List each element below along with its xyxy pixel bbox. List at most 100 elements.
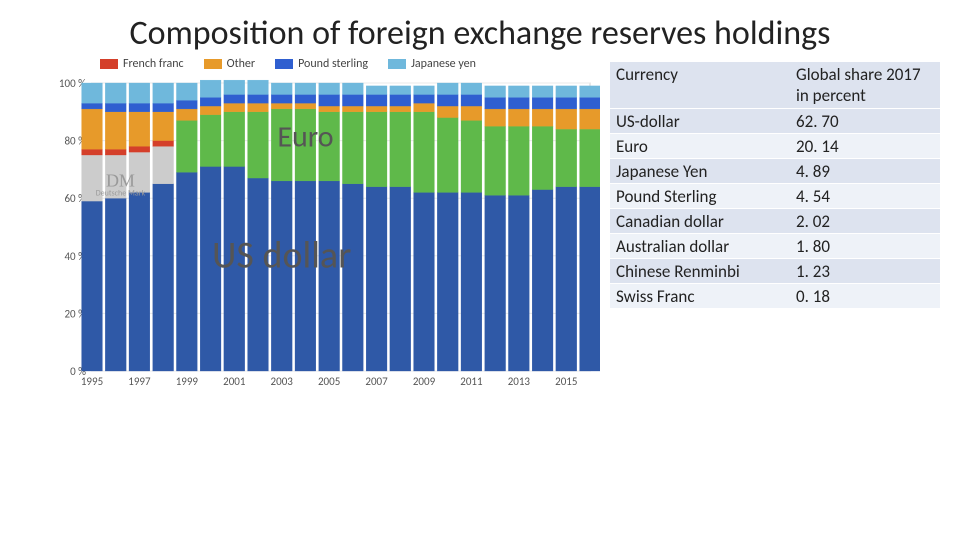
- series-usd: [532, 190, 553, 371]
- series-usd: [176, 172, 197, 371]
- series-gbp: [556, 97, 577, 109]
- x-tick-label: 2011: [460, 375, 483, 388]
- table-cell-currency: US-dollar: [610, 109, 790, 133]
- legend-swatch: [100, 59, 118, 69]
- series-other: [414, 103, 435, 112]
- series-gbp: [437, 95, 458, 107]
- legend-item: Other: [204, 57, 255, 71]
- content-row: French franc Other Pound sterling Japanese …: [0, 57, 960, 405]
- series-jpy: [342, 83, 363, 95]
- series-euro: [248, 112, 269, 178]
- series-gbp: [342, 95, 363, 107]
- overlay-label-dm: DM: [106, 171, 135, 191]
- series-jpy: [224, 80, 245, 94]
- series-ff: [105, 149, 126, 155]
- legend-label: Japanese yen: [411, 57, 476, 71]
- series-usd: [390, 187, 411, 371]
- series-usd: [437, 193, 458, 372]
- series-jpy: [556, 86, 577, 98]
- legend-label: Other: [227, 57, 255, 71]
- table-cell-share: 1. 80: [790, 234, 940, 258]
- series-gbp: [532, 97, 553, 109]
- series-other: [153, 112, 174, 141]
- series-other: [461, 106, 482, 120]
- series-other: [437, 106, 458, 118]
- series-other: [295, 103, 316, 109]
- series-gbp: [176, 100, 197, 109]
- series-jpy: [461, 83, 482, 95]
- legend-item: Pound sterling: [275, 57, 368, 71]
- chart-container: French franc Other Pound sterling Japanese …: [40, 57, 600, 405]
- series-other: [224, 103, 245, 112]
- series-jpy: [508, 86, 529, 98]
- series-gbp: [580, 97, 600, 109]
- series-gbp: [153, 103, 174, 112]
- overlay-label-dm-sub: Deutsche Mark: [96, 189, 146, 199]
- series-jpy: [580, 86, 600, 98]
- series-other: [82, 109, 103, 149]
- series-usd: [485, 195, 506, 371]
- table-header-row: Currency Global share 2017 in percent: [610, 61, 940, 108]
- series-other: [556, 109, 577, 129]
- series-gbp: [414, 95, 435, 104]
- table-cell-currency: Japanese Yen: [610, 159, 790, 183]
- series-jpy: [105, 83, 126, 103]
- series-jpy: [390, 86, 411, 95]
- series-usd: [580, 187, 600, 371]
- table-cell-share: 62. 70: [790, 109, 940, 133]
- legend-item: Japanese yen: [388, 57, 476, 71]
- series-euro: [461, 121, 482, 193]
- series-gbp: [82, 103, 103, 109]
- table-header-share: Global share 2017 in percent: [790, 62, 940, 108]
- series-euro: [485, 126, 506, 195]
- table-cell-share: 4. 89: [790, 159, 940, 183]
- table-cell-share: 20. 14: [790, 134, 940, 158]
- series-jpy: [200, 80, 221, 97]
- series-usd: [556, 187, 577, 371]
- series-jpy: [153, 83, 174, 103]
- legend-item: French franc: [100, 57, 184, 71]
- series-jpy: [82, 83, 103, 103]
- series-euro: [224, 112, 245, 167]
- table-cell-share: 0. 18: [790, 284, 940, 308]
- series-usd: [414, 193, 435, 372]
- series-usd: [366, 187, 387, 371]
- series-euro: [414, 112, 435, 193]
- table-row: Pound Sterling4. 54: [610, 183, 940, 208]
- series-usd: [105, 198, 126, 371]
- table-cell-share: 4. 54: [790, 184, 940, 208]
- currency-table: Currency Global share 2017 in percent US…: [610, 61, 940, 308]
- series-jpy: [414, 86, 435, 95]
- series-usd: [508, 195, 529, 371]
- series-gbp: [319, 95, 340, 107]
- series-dm: [153, 146, 174, 183]
- series-gbp: [105, 103, 126, 112]
- series-gbp: [224, 95, 245, 104]
- series-other: [319, 106, 340, 112]
- overlay-label: Euro: [277, 118, 333, 155]
- series-ff: [82, 149, 103, 155]
- series-gbp: [485, 97, 506, 109]
- x-tick-label: 2001: [223, 375, 246, 388]
- series-usd: [461, 193, 482, 372]
- series-gbp: [295, 95, 316, 104]
- table-cell-currency: Canadian dollar: [610, 209, 790, 233]
- table-row: US-dollar62. 70: [610, 108, 940, 133]
- series-euro: [342, 112, 363, 184]
- series-usd: [82, 201, 103, 371]
- legend-label: French franc: [123, 57, 184, 71]
- series-other: [342, 106, 363, 112]
- x-tick-label: 2005: [318, 375, 340, 388]
- series-usd: [129, 193, 150, 372]
- series-jpy: [319, 83, 340, 95]
- legend-swatch: [204, 59, 222, 69]
- series-euro: [556, 129, 577, 187]
- series-ff: [129, 146, 150, 152]
- stacked-area-chart: 0 %20 %40 %60 %80 %100 %1995199719992001…: [40, 75, 600, 405]
- series-euro: [366, 112, 387, 187]
- x-tick-label: 2013: [508, 375, 531, 388]
- legend-swatch: [388, 59, 406, 69]
- table-cell-currency: Swiss Franc: [610, 284, 790, 308]
- x-tick-label: 1995: [81, 375, 103, 388]
- series-ff: [153, 141, 174, 147]
